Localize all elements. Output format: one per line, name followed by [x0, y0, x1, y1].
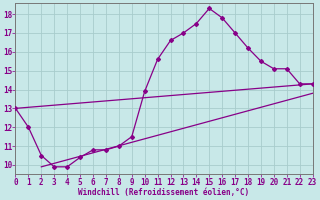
X-axis label: Windchill (Refroidissement éolien,°C): Windchill (Refroidissement éolien,°C) [78, 188, 250, 197]
